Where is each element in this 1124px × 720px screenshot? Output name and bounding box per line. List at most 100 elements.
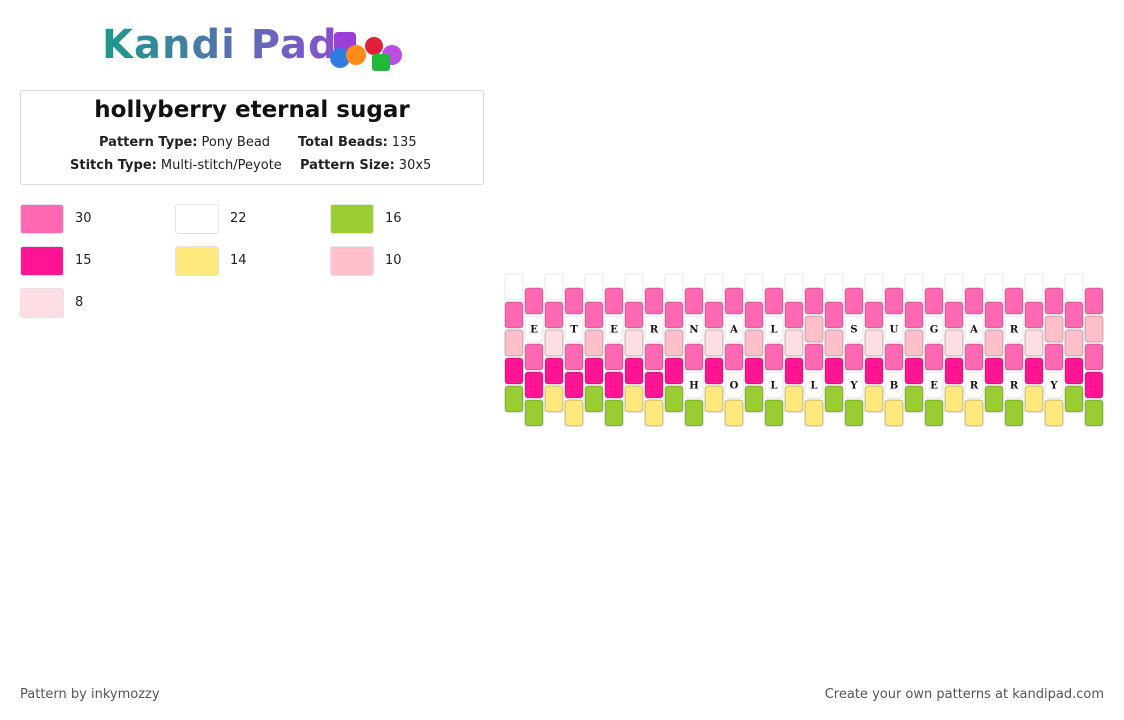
bead: [1004, 371, 1024, 399]
bead-letter: Y: [849, 381, 858, 392]
bead: [884, 315, 904, 343]
bead: [684, 315, 704, 343]
bead: [864, 385, 884, 413]
bead: [644, 371, 664, 399]
bead: [984, 385, 1004, 413]
bead: [1044, 315, 1064, 343]
swatch: [330, 246, 374, 276]
bead-count: 8: [75, 295, 84, 310]
bead: [1004, 315, 1024, 343]
bead: [944, 301, 964, 329]
pattern-title: hollyberry eternal sugar: [94, 97, 410, 123]
bead: [504, 385, 524, 413]
bead: [544, 357, 564, 385]
bead-letter: B: [890, 381, 898, 392]
bead: [684, 287, 704, 315]
bead: [824, 357, 844, 385]
bead-letter: L: [810, 381, 817, 392]
bead: [944, 357, 964, 385]
bead: [744, 385, 764, 413]
bead: [904, 357, 924, 385]
bead: [844, 287, 864, 315]
bead: [564, 315, 584, 343]
bead: [664, 273, 684, 301]
bead: [964, 399, 984, 427]
bead: [804, 343, 824, 371]
bead: [664, 329, 684, 357]
bead: [964, 343, 984, 371]
author[interactable]: Pattern by inkymozzy: [20, 687, 160, 702]
bead: [704, 357, 724, 385]
bead: [584, 357, 604, 385]
logo[interactable]: Kandi Pad: [102, 22, 338, 68]
bead: [524, 287, 544, 315]
bead: [784, 273, 804, 301]
bead: [984, 329, 1004, 357]
bead: [784, 357, 804, 385]
bead: [604, 343, 624, 371]
bead: [544, 329, 564, 357]
bead-letter: S: [850, 325, 857, 336]
bead: [824, 329, 844, 357]
bead: [764, 315, 784, 343]
bead: [744, 329, 764, 357]
site-link[interactable]: Create your own patterns at kandipad.com: [824, 687, 1104, 702]
bead: [724, 399, 744, 427]
bead: [624, 273, 644, 301]
bead: [504, 273, 524, 301]
bead: [1084, 343, 1104, 371]
bead: [724, 315, 744, 343]
bead: [604, 315, 624, 343]
value: 135: [391, 135, 417, 150]
bead: [664, 301, 684, 329]
bead: [744, 273, 764, 301]
bead: [644, 315, 664, 343]
logo-icon: [330, 32, 402, 71]
bead: [724, 287, 744, 315]
bead: [1084, 315, 1104, 343]
bead: [664, 385, 684, 413]
bead: [644, 399, 664, 427]
bead: [864, 273, 884, 301]
bead: [1044, 343, 1064, 371]
bead-letter: E: [530, 325, 538, 336]
bead: [864, 301, 884, 329]
info: Pattern Type: Pony Bead: [99, 135, 270, 150]
bead: [924, 371, 944, 399]
bead: [1084, 287, 1104, 315]
bead: [1004, 287, 1024, 315]
bead: [1004, 343, 1024, 371]
bead: [584, 301, 604, 329]
bead: [924, 287, 944, 315]
bead: [1044, 287, 1064, 315]
bead: [764, 399, 784, 427]
bead: [524, 371, 544, 399]
bead: [704, 273, 724, 301]
bead: [1084, 399, 1104, 427]
value: Pony Bead: [201, 135, 271, 150]
bead: [984, 273, 1004, 301]
bead: [564, 399, 584, 427]
swatch: [20, 288, 64, 318]
bead: [1024, 357, 1044, 385]
bead-letter: Y: [1049, 381, 1058, 392]
bead: [944, 273, 964, 301]
swatch: [20, 204, 64, 234]
bead: [884, 287, 904, 315]
bead: [1024, 329, 1044, 357]
bead: [784, 385, 804, 413]
bead: [684, 399, 704, 427]
bead: [844, 315, 864, 343]
bead: [644, 287, 664, 315]
bead: [604, 287, 624, 315]
bead: [524, 343, 544, 371]
bead: [724, 343, 744, 371]
bead: [904, 385, 924, 413]
bead: [744, 357, 764, 385]
bead: [604, 399, 624, 427]
bead-letter: L: [770, 325, 777, 336]
bead: [584, 273, 604, 301]
bead: [1064, 357, 1084, 385]
swatch: [175, 204, 219, 234]
bead: [804, 371, 824, 399]
